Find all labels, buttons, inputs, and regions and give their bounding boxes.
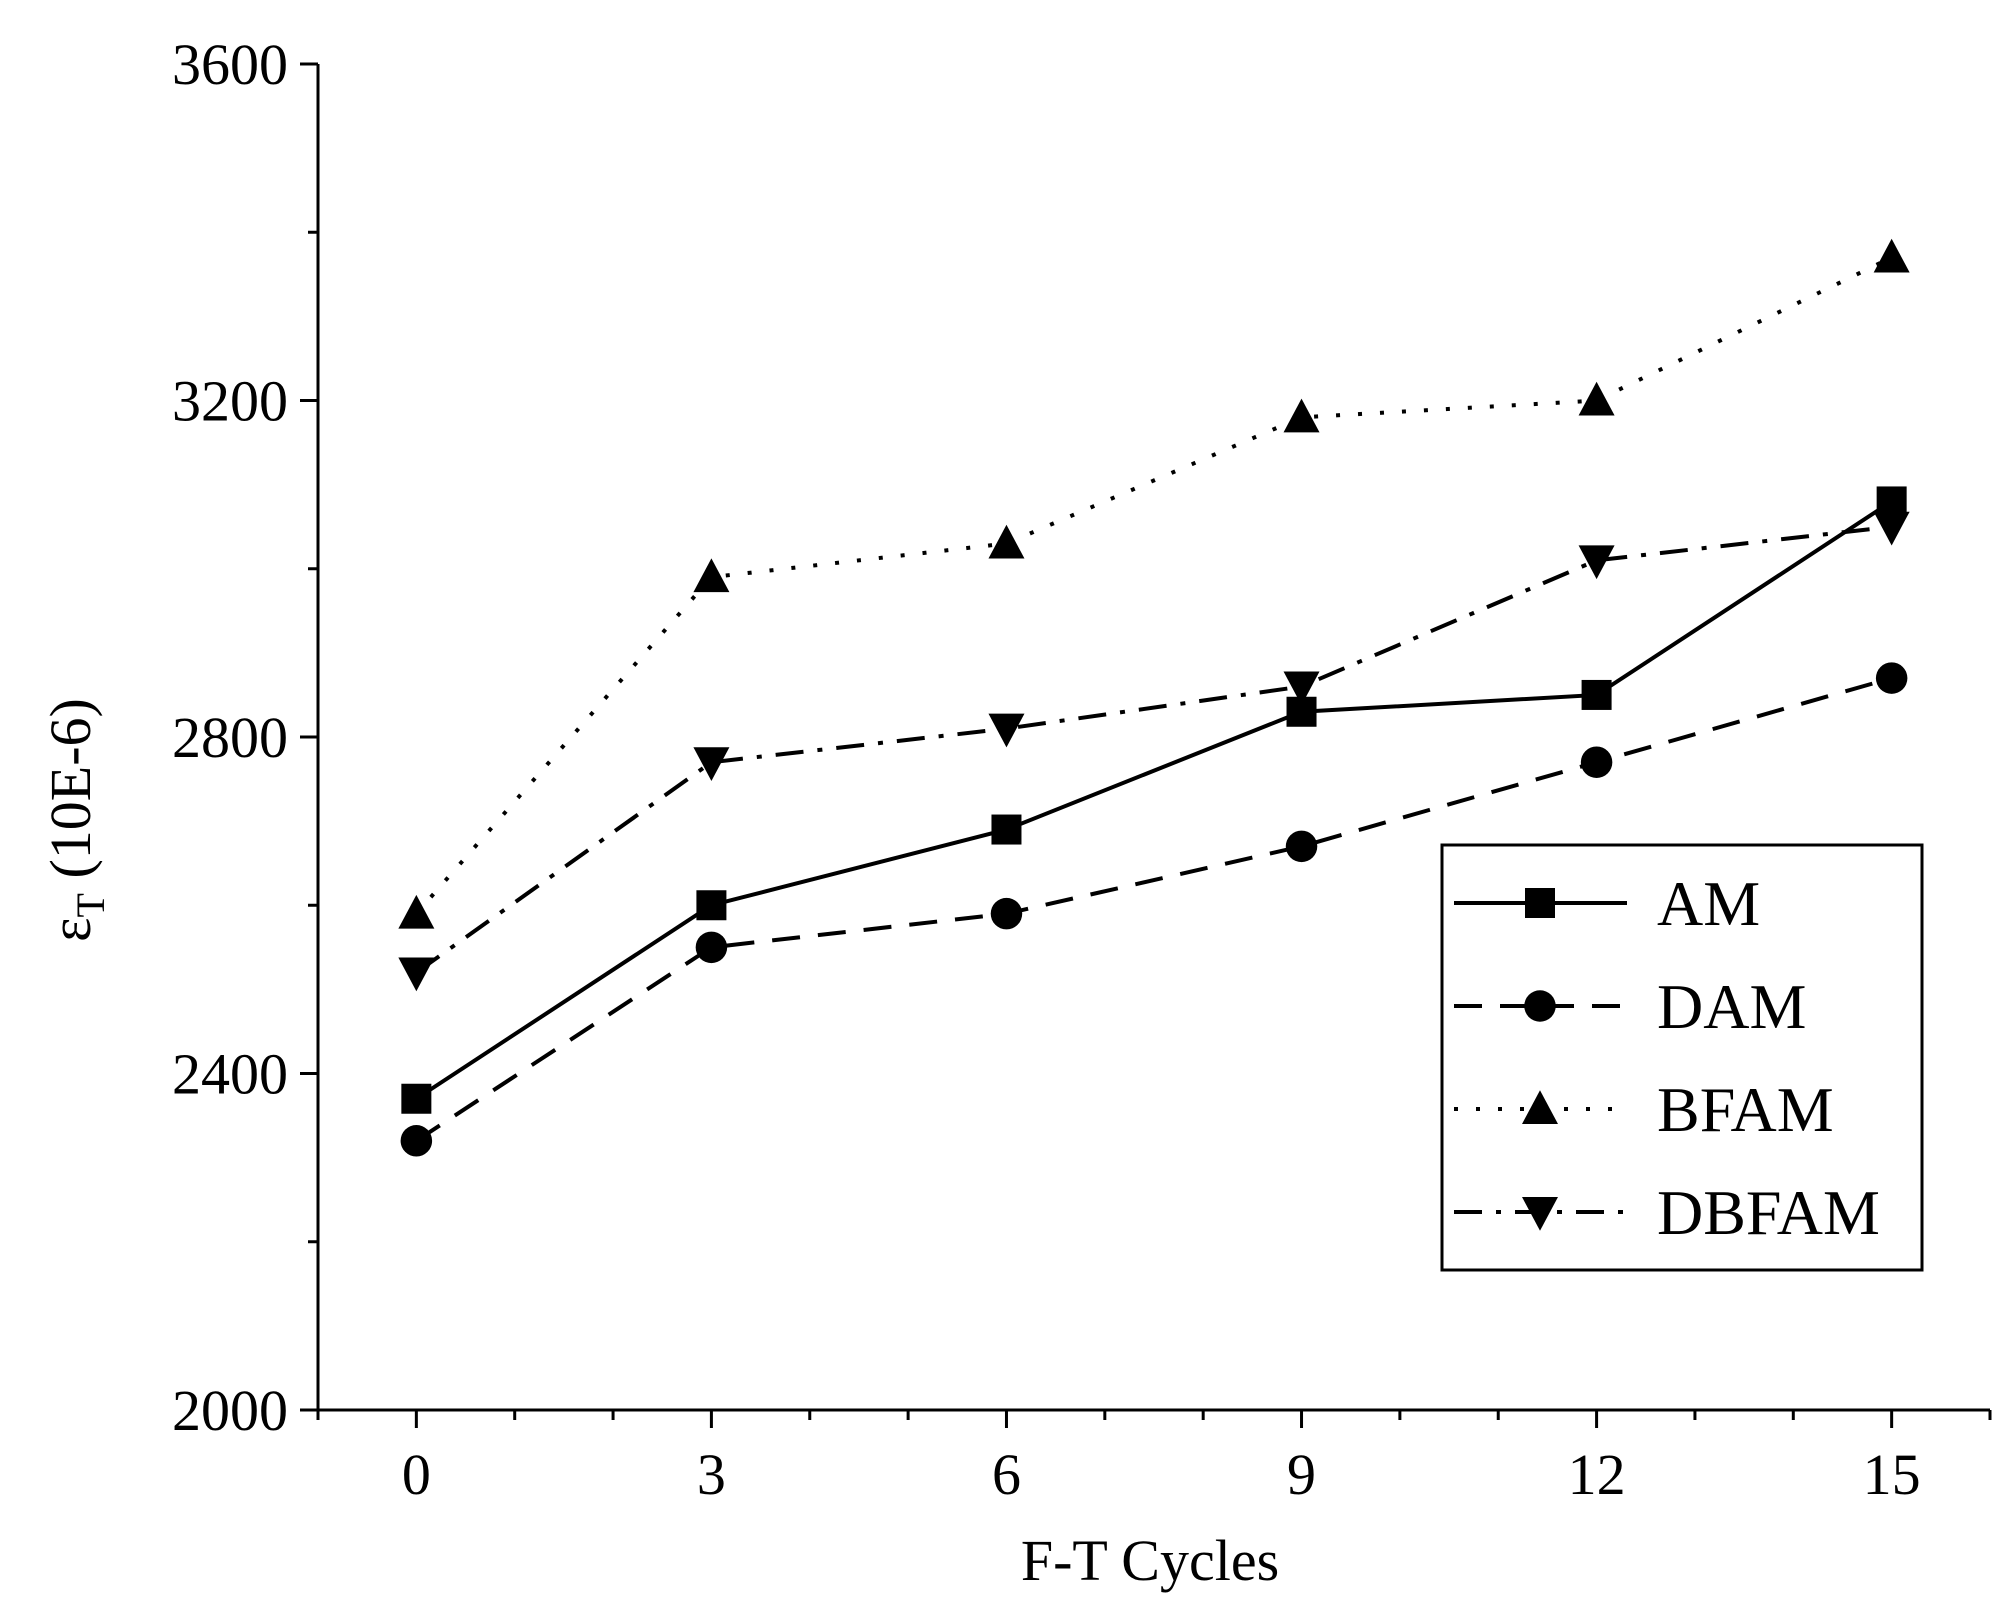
- y-axis-title-main: ε: [38, 917, 103, 941]
- x-tick-label: 6: [992, 1442, 1021, 1507]
- series-line: [415, 524, 1892, 975]
- y-tick-label: 3200: [172, 369, 288, 434]
- x-axis-title: F-T Cycles: [1021, 1528, 1279, 1593]
- legend-item-bfam: BFAM: [1454, 1074, 1834, 1145]
- x-tick-label: 3: [697, 1442, 726, 1507]
- data-point: [693, 558, 730, 593]
- data-point: [1283, 398, 1320, 433]
- legend-label: BFAM: [1657, 1074, 1834, 1145]
- legend-label: DAM: [1657, 971, 1806, 1042]
- x-tick-label: 9: [1287, 1442, 1316, 1507]
- data-point: [1578, 545, 1615, 580]
- legend-swatch-marker: [1525, 888, 1555, 918]
- data-point: [400, 1125, 433, 1157]
- data-point: [1873, 238, 1910, 273]
- data-point: [696, 890, 727, 921]
- y-axis-title: εT (10E-6): [38, 698, 113, 942]
- series-bfam: [398, 238, 1910, 929]
- data-point: [1873, 511, 1910, 546]
- y-tick-label: 3600: [172, 32, 288, 97]
- data-point: [1285, 830, 1318, 863]
- legend-item-am: AM: [1454, 868, 1760, 939]
- data-point: [991, 814, 1022, 845]
- data-point: [1283, 671, 1320, 706]
- series-am: [401, 486, 1907, 1114]
- y-tick-label: 2400: [172, 1042, 288, 1107]
- x-tick-label: 15: [1863, 1442, 1921, 1507]
- data-point: [988, 713, 1025, 748]
- legend-swatch-marker: [1524, 990, 1556, 1022]
- legend: AM DAM BFAM DBFAM: [1440, 843, 1924, 1272]
- data-point: [1578, 381, 1615, 416]
- legend-swatch-marker: [1522, 1197, 1558, 1231]
- x-tick-label: 0: [402, 1442, 431, 1507]
- data-point: [1580, 746, 1613, 778]
- data-point: [695, 931, 728, 964]
- data-point: [401, 1083, 432, 1114]
- series-dam: [400, 662, 1908, 1157]
- series-layer: [398, 238, 1910, 1157]
- legend-item-dam: DAM: [1454, 971, 1806, 1042]
- legend-label: AM: [1657, 868, 1760, 939]
- series-line: [415, 499, 1893, 1101]
- data-point: [398, 894, 435, 929]
- y-tick-label: 2800: [172, 705, 288, 770]
- series-line: [414, 255, 1893, 915]
- legend-swatch-marker: [1522, 1090, 1558, 1124]
- data-point: [1875, 662, 1908, 694]
- data-point: [398, 957, 435, 992]
- data-point: [988, 524, 1025, 559]
- x-tick-label: 12: [1568, 1442, 1626, 1507]
- data-point: [990, 897, 1023, 930]
- series-dbfam: [398, 511, 1910, 992]
- data-point: [693, 747, 730, 781]
- legend-label: DBFAM: [1657, 1177, 1880, 1248]
- axes: 2000 2400 2800 3200 3600 0 3 6 9 12 15: [172, 32, 1992, 1507]
- data-point: [1876, 486, 1907, 517]
- data-point: [1581, 679, 1612, 710]
- y-axis-title-rest: (10E-6): [38, 698, 103, 893]
- y-tick-label: 2000: [172, 1378, 288, 1443]
- legend-item-dbfam: DBFAM: [1454, 1177, 1880, 1248]
- series-line: [415, 676, 1893, 1143]
- y-axis-title-sub: T: [68, 893, 113, 917]
- legend-box: [1440, 843, 1924, 1272]
